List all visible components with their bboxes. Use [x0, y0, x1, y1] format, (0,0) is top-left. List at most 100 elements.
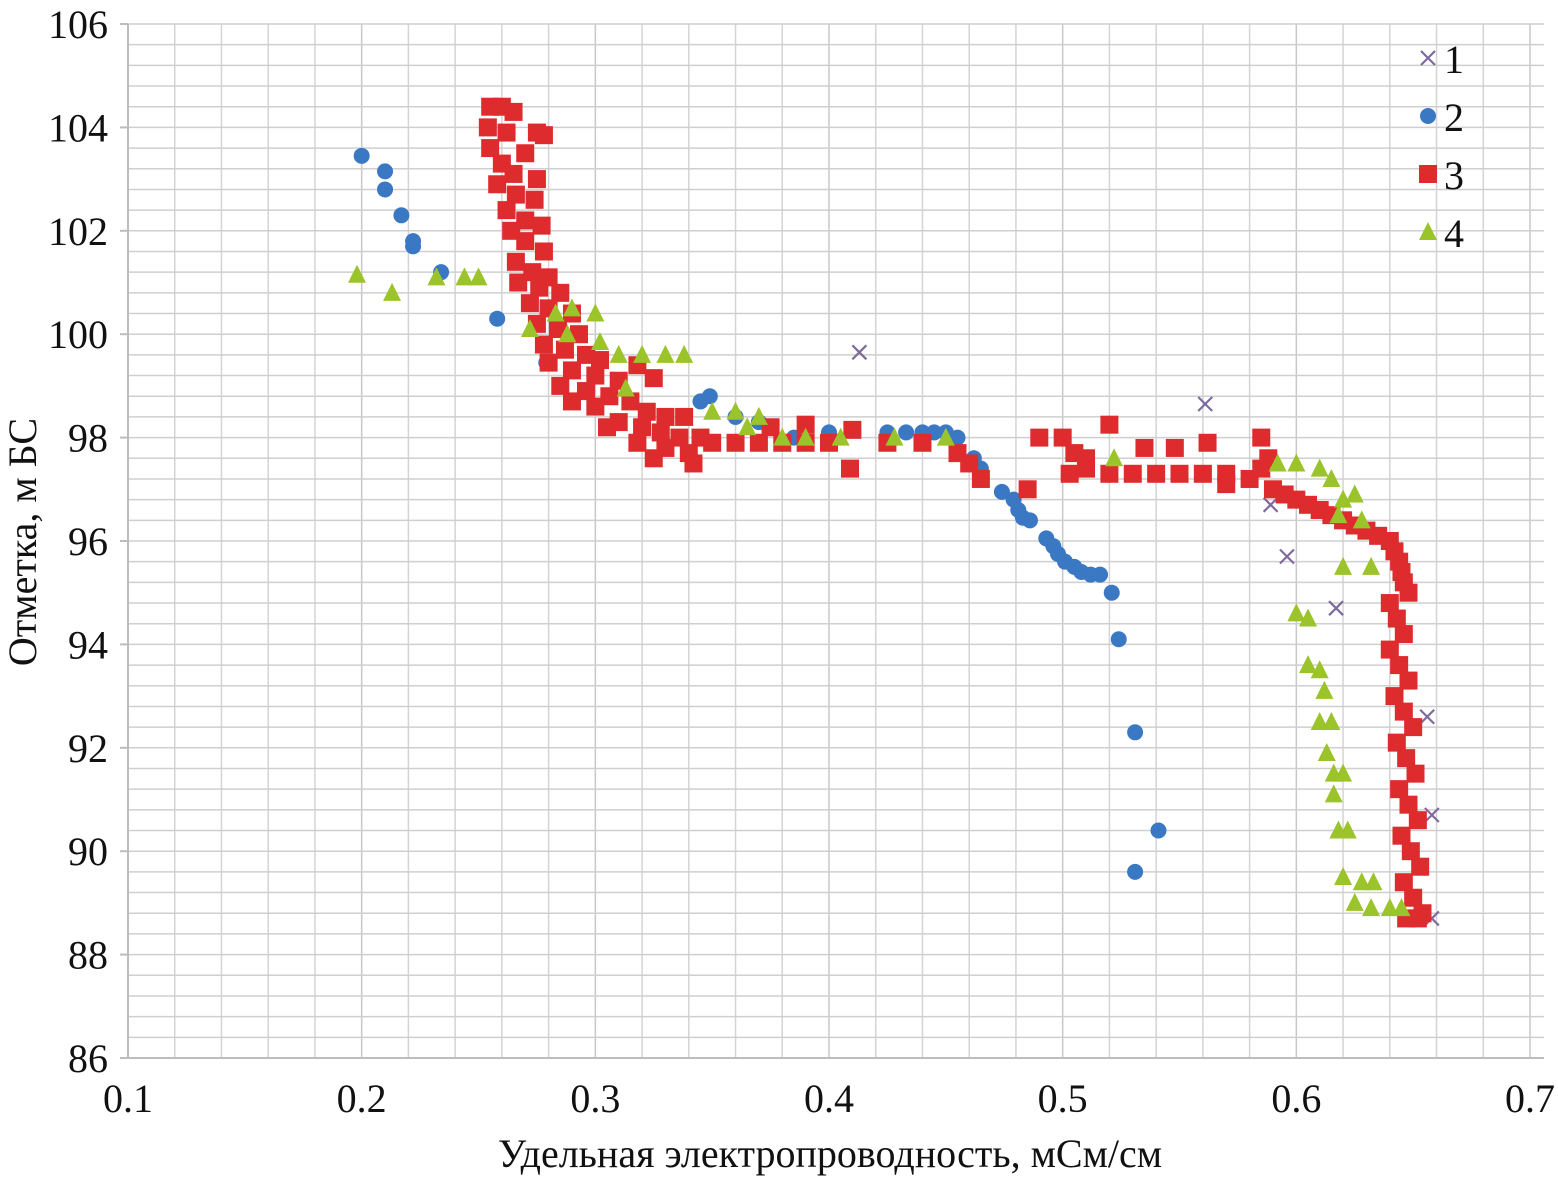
data-point-series-4 — [546, 303, 565, 322]
data-point-series-3 — [1135, 438, 1154, 457]
data-point-series-3 — [703, 433, 722, 452]
data-point-series-4 — [1334, 556, 1353, 575]
data-point-series-4 — [455, 267, 474, 286]
legend-label-2: 2 — [1444, 95, 1464, 140]
data-point-series-2 — [353, 147, 370, 164]
data-point-series-4 — [675, 344, 694, 363]
series-4 — [347, 264, 1411, 917]
data-point-series-4 — [1287, 453, 1306, 472]
data-point-series-3 — [516, 232, 535, 251]
data-point-series-3 — [586, 397, 605, 416]
data-point-series-4 — [1105, 448, 1124, 467]
data-point-series-3 — [551, 376, 570, 395]
data-point-series-3 — [534, 126, 553, 145]
data-point-series-3 — [651, 423, 670, 442]
data-point-series-4 — [347, 264, 366, 283]
y-tick-label: 98 — [68, 416, 108, 461]
data-point-series-4 — [1380, 898, 1399, 917]
data-point-series-3 — [1100, 415, 1119, 434]
data-point-series-4 — [520, 319, 539, 338]
data-point-series-4 — [469, 267, 488, 286]
data-point-series-3 — [841, 459, 860, 478]
data-point-series-3 — [1100, 464, 1119, 483]
data-point-series-2 — [1103, 584, 1120, 601]
data-point-series-3 — [1198, 433, 1217, 452]
y-tick-label: 94 — [68, 622, 108, 667]
data-point-series-4 — [1334, 763, 1353, 782]
legend-marker-2 — [1420, 108, 1436, 124]
data-point-series-4 — [831, 427, 850, 446]
data-point-series-3 — [1252, 428, 1271, 447]
series-1 — [851, 344, 1440, 927]
y-tick-label: 100 — [48, 312, 108, 357]
data-point-series-3 — [675, 407, 694, 426]
data-point-series-3 — [843, 420, 862, 439]
data-point-series-4 — [616, 378, 635, 397]
data-point-series-3 — [684, 454, 703, 473]
data-point-series-2 — [1092, 566, 1109, 583]
data-point-series-3 — [1404, 718, 1423, 737]
data-point-series-3 — [1170, 464, 1189, 483]
data-point-series-4 — [1352, 872, 1371, 891]
data-point-series-4 — [656, 344, 675, 363]
data-point-series-4 — [1362, 898, 1381, 917]
data-point-series-2 — [701, 388, 718, 405]
data-point-series-3 — [598, 418, 617, 437]
y-tick-label: 96 — [68, 519, 108, 564]
data-point-series-2 — [898, 424, 915, 441]
data-point-series-3 — [506, 185, 525, 204]
data-point-series-3 — [820, 433, 838, 452]
y-tick-label: 102 — [48, 209, 108, 254]
data-point-series-3 — [960, 454, 979, 473]
data-point-series-3 — [539, 353, 558, 372]
data-point-series-3 — [506, 252, 525, 271]
data-point-series-2 — [377, 181, 394, 198]
data-point-series-4 — [1329, 505, 1348, 524]
data-point-series-3 — [520, 294, 539, 313]
data-point-series-4 — [1310, 458, 1329, 477]
data-point-series-1 — [1279, 548, 1295, 565]
y-tick-label: 90 — [68, 829, 108, 874]
data-point-series-4 — [1345, 484, 1364, 503]
data-point-series-4 — [383, 282, 402, 301]
data-point-series-2 — [1021, 512, 1038, 529]
data-point-series-3 — [637, 402, 656, 421]
x-tick-label: 0.4 — [804, 1076, 854, 1121]
data-point-series-3 — [523, 263, 542, 282]
data-point-series-3 — [504, 102, 523, 121]
data-point-series-2 — [1150, 822, 1167, 839]
x-tick-label: 0.1 — [103, 1076, 153, 1121]
data-point-series-1 — [1262, 497, 1279, 513]
data-point-series-3 — [502, 221, 521, 240]
data-point-series-3 — [1411, 857, 1430, 876]
data-point-series-3 — [1259, 449, 1278, 468]
data-point-series-3 — [644, 369, 663, 388]
data-point-series-3 — [656, 407, 675, 426]
data-point-series-1 — [1328, 600, 1344, 616]
data-point-series-3 — [562, 392, 581, 411]
data-point-series-3 — [1217, 475, 1236, 494]
data-point-series-4 — [1310, 660, 1329, 679]
data-point-series-3 — [1399, 795, 1418, 814]
data-point-series-4 — [749, 406, 768, 425]
data-point-series-3 — [1408, 909, 1427, 928]
data-point-series-3 — [530, 278, 549, 297]
data-point-series-2 — [1127, 724, 1144, 741]
data-point-series-3 — [1390, 656, 1409, 675]
data-point-series-1 — [1197, 396, 1213, 412]
data-point-series-2 — [489, 310, 506, 327]
data-point-series-3 — [1380, 640, 1399, 659]
data-point-series-3 — [555, 340, 574, 359]
data-point-series-4 — [726, 401, 745, 420]
data-point-series-2 — [377, 163, 394, 180]
data-point-series-4 — [1338, 820, 1357, 839]
data-point-series-3 — [1404, 888, 1423, 907]
data-point-series-3 — [1408, 811, 1427, 830]
data-point-series-3 — [1406, 764, 1425, 783]
data-point-series-3 — [1387, 609, 1406, 628]
data-point-series-2 — [1127, 863, 1144, 880]
data-point-series-4 — [1310, 711, 1329, 730]
data-point-series-3 — [628, 433, 647, 452]
series-2 — [353, 147, 1167, 880]
data-point-series-3 — [1394, 625, 1413, 644]
